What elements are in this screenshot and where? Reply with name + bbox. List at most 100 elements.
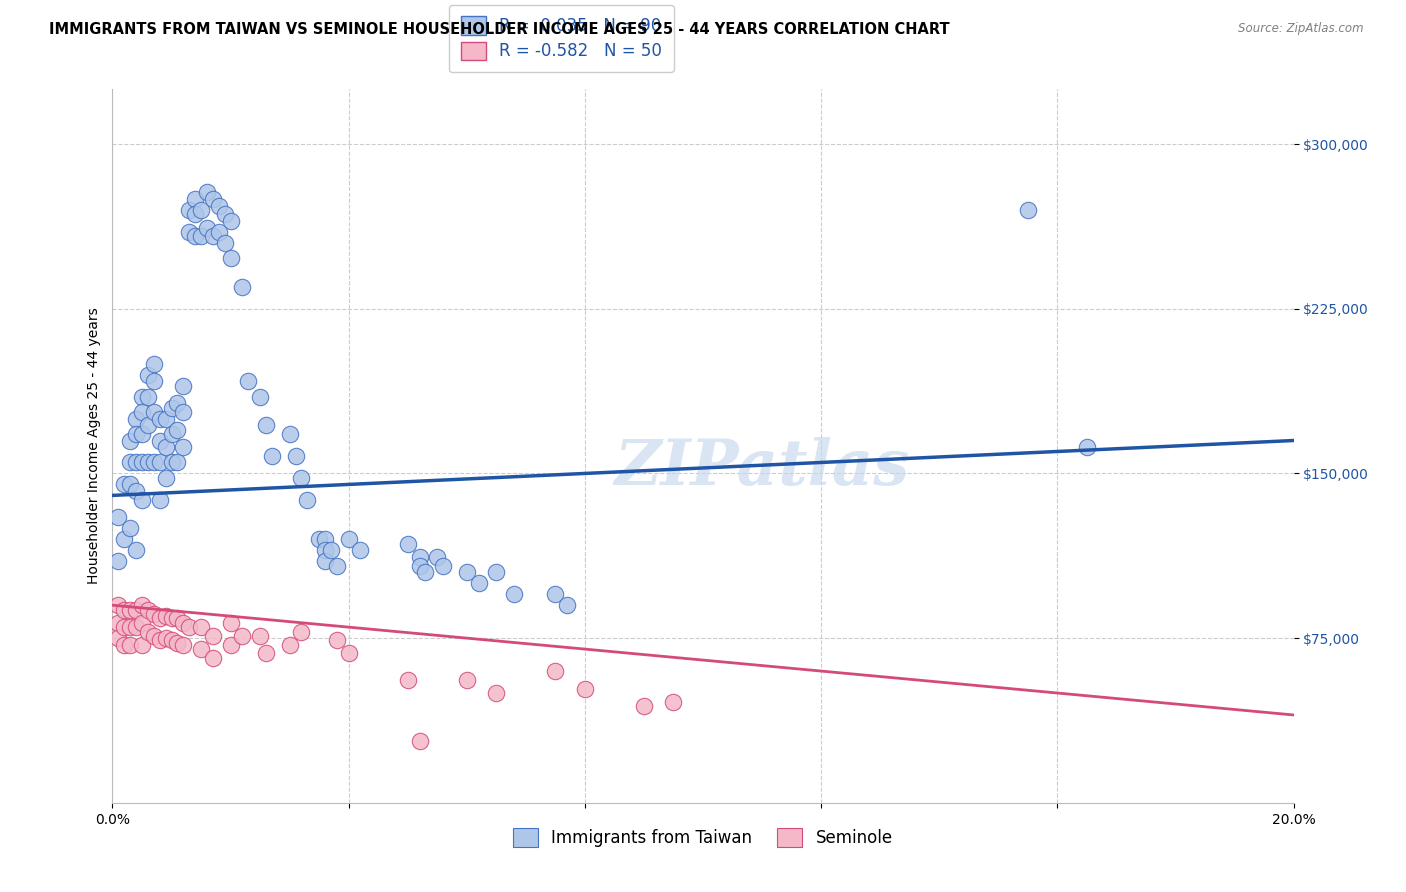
Point — [456, 673, 478, 687]
Legend: Immigrants from Taiwan, Seminole: Immigrants from Taiwan, Seminole — [502, 817, 904, 859]
Point — [662, 695, 685, 709]
Point — [485, 566, 508, 580]
Point — [219, 214, 242, 228]
Point — [408, 549, 430, 564]
Point — [107, 510, 129, 524]
Point — [249, 390, 271, 404]
Point — [184, 229, 207, 244]
Point — [149, 633, 172, 648]
Point — [349, 543, 371, 558]
Point — [415, 566, 437, 580]
Point — [125, 602, 148, 616]
Point — [112, 602, 135, 616]
Point — [136, 602, 159, 616]
Point — [155, 471, 177, 485]
Point — [485, 686, 508, 700]
Point — [184, 207, 207, 221]
Point — [172, 638, 194, 652]
Point — [120, 638, 142, 652]
Point — [131, 615, 153, 630]
Point — [142, 357, 165, 371]
Y-axis label: Householder Income Ages 25 - 44 years: Householder Income Ages 25 - 44 years — [87, 308, 101, 584]
Point — [184, 192, 207, 206]
Point — [179, 225, 201, 239]
Point — [131, 638, 153, 652]
Point — [214, 235, 236, 250]
Text: Source: ZipAtlas.com: Source: ZipAtlas.com — [1239, 22, 1364, 36]
Point — [160, 401, 183, 415]
Point — [337, 647, 360, 661]
Point — [149, 411, 172, 425]
Point — [107, 615, 129, 630]
Point — [112, 477, 135, 491]
Point — [136, 624, 159, 639]
Point — [555, 598, 578, 612]
Point — [120, 602, 142, 616]
Point — [107, 598, 129, 612]
Point — [260, 449, 283, 463]
Point — [408, 558, 430, 573]
Point — [131, 492, 153, 507]
Point — [297, 492, 319, 507]
Point — [308, 533, 330, 547]
Point — [107, 631, 129, 645]
Point — [142, 629, 165, 643]
Point — [120, 620, 142, 634]
Point — [179, 620, 201, 634]
Point — [149, 455, 172, 469]
Point — [172, 378, 194, 392]
Point — [136, 390, 159, 404]
Point — [155, 440, 177, 454]
Point — [1017, 202, 1039, 217]
Point — [396, 673, 419, 687]
Text: IMMIGRANTS FROM TAIWAN VS SEMINOLE HOUSEHOLDER INCOME AGES 25 - 44 YEARS CORRELA: IMMIGRANTS FROM TAIWAN VS SEMINOLE HOUSE… — [49, 22, 950, 37]
Point — [231, 629, 253, 643]
Point — [290, 471, 312, 485]
Point — [337, 533, 360, 547]
Point — [503, 587, 526, 601]
Point — [166, 396, 188, 410]
Point — [160, 611, 183, 625]
Point — [456, 566, 478, 580]
Point — [319, 543, 342, 558]
Point — [278, 426, 301, 441]
Point — [125, 426, 148, 441]
Point — [179, 202, 201, 217]
Point — [166, 455, 188, 469]
Point — [633, 699, 655, 714]
Point — [142, 455, 165, 469]
Point — [249, 629, 271, 643]
Point — [155, 411, 177, 425]
Point — [195, 186, 218, 200]
Point — [238, 374, 260, 388]
Point — [574, 681, 596, 696]
Point — [214, 207, 236, 221]
Point — [136, 455, 159, 469]
Point — [432, 558, 454, 573]
Point — [125, 543, 148, 558]
Point — [125, 483, 148, 498]
Point — [131, 390, 153, 404]
Point — [326, 633, 349, 648]
Point — [166, 611, 188, 625]
Point — [160, 426, 183, 441]
Point — [120, 521, 142, 535]
Point — [544, 664, 567, 678]
Point — [254, 647, 277, 661]
Point — [125, 411, 148, 425]
Point — [149, 492, 172, 507]
Point — [219, 638, 242, 652]
Point — [107, 554, 129, 568]
Point — [254, 418, 277, 433]
Point — [142, 374, 165, 388]
Point — [160, 455, 183, 469]
Point — [290, 624, 312, 639]
Point — [544, 587, 567, 601]
Point — [231, 280, 253, 294]
Point — [396, 537, 419, 551]
Point — [131, 405, 153, 419]
Point — [136, 368, 159, 382]
Point — [326, 558, 349, 573]
Point — [142, 607, 165, 621]
Point — [120, 477, 142, 491]
